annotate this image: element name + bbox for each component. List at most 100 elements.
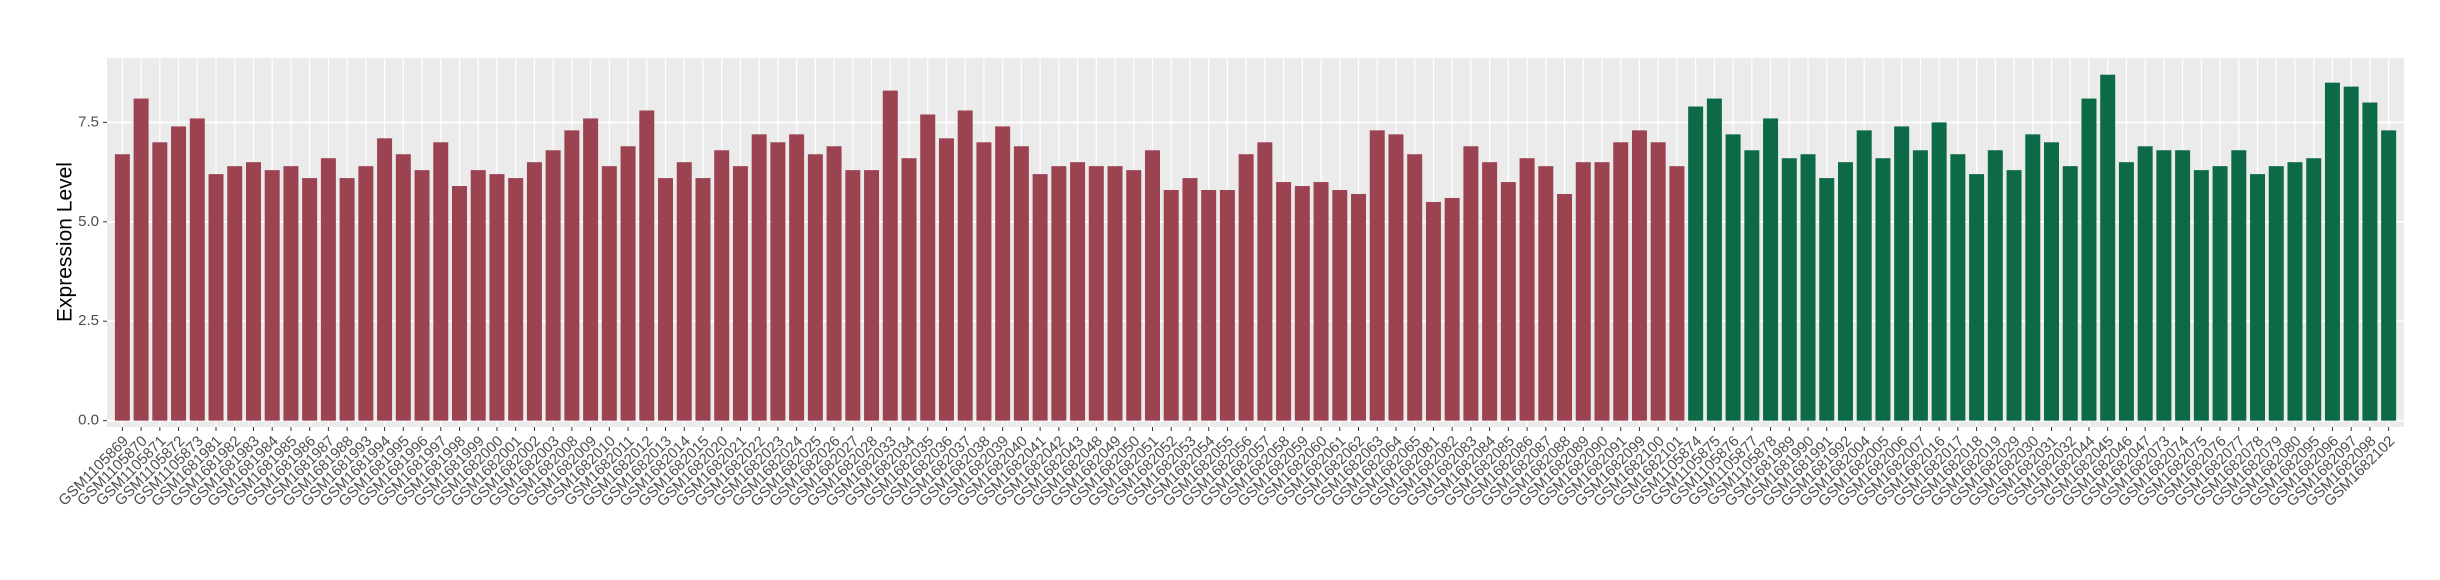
bar: [1369, 130, 1385, 421]
bar: [2250, 174, 2266, 421]
bar: [1744, 150, 1760, 421]
bar: [1144, 150, 1160, 421]
bar: [732, 166, 748, 421]
y-tick-label: 5.0: [78, 213, 99, 230]
bar: [452, 186, 467, 421]
bar: [1688, 106, 1704, 421]
bar: [976, 142, 992, 421]
bar: [1969, 174, 1985, 421]
bar: [152, 142, 168, 421]
bar: [2175, 150, 2191, 421]
bar: [1238, 154, 1254, 421]
bar: [1987, 150, 2003, 421]
bar: [1388, 134, 1404, 421]
bar: [601, 166, 617, 421]
bar: [1519, 158, 1535, 421]
bar: [2193, 170, 2209, 421]
bar: [2062, 166, 2078, 421]
bar: [545, 150, 561, 421]
bar: [1557, 193, 1573, 421]
bar: [2287, 162, 2303, 421]
bar: [676, 162, 692, 421]
bar: [245, 162, 261, 421]
bar: [227, 166, 243, 421]
bar: [1182, 178, 1198, 421]
bar: [1725, 134, 1741, 421]
bar: [2381, 130, 2397, 421]
bar: [751, 134, 767, 421]
bar: [1706, 98, 1722, 421]
y-tick-label: 2.5: [78, 312, 99, 329]
bar: [189, 118, 205, 421]
bar: [1856, 130, 1872, 421]
bar: [508, 178, 524, 421]
bar: [2362, 102, 2378, 421]
bar: [695, 178, 711, 421]
bar: [1613, 142, 1629, 421]
bar: [433, 142, 449, 421]
bar: [2044, 142, 2059, 421]
bar: [1163, 190, 1179, 421]
bar: [1407, 154, 1423, 421]
bar: [1201, 190, 1217, 421]
bar: [2156, 150, 2172, 421]
bar: [1463, 146, 1479, 421]
bar: [1912, 150, 1928, 421]
bar: [264, 170, 280, 421]
bar: [2025, 134, 2041, 421]
bar: [470, 170, 486, 421]
bar: [789, 134, 805, 421]
bar: [882, 90, 898, 421]
bar: [1088, 166, 1104, 421]
bar: [1594, 162, 1610, 421]
bar: [1070, 162, 1086, 421]
bar: [283, 166, 299, 421]
bar: [208, 174, 224, 421]
bar: [2306, 158, 2322, 421]
bar: [1781, 158, 1797, 421]
bar: [2343, 86, 2359, 421]
bar: [1819, 178, 1835, 421]
bar: [1650, 142, 1666, 421]
bar: [1257, 142, 1273, 421]
bar: [2212, 166, 2228, 421]
bar: [2081, 98, 2097, 421]
bar: [1669, 166, 1685, 421]
bar: [1219, 190, 1235, 421]
bar: [1013, 146, 1029, 421]
bar: [1931, 122, 1947, 421]
bar: [1126, 170, 1142, 421]
bar: [1875, 158, 1891, 421]
bar: [957, 110, 973, 421]
bar: [414, 170, 430, 421]
bar: [826, 146, 842, 421]
bar: [1351, 193, 1367, 421]
bar: [995, 126, 1011, 421]
bar: [901, 158, 917, 421]
bar: [171, 126, 187, 421]
bar: [1631, 130, 1647, 421]
bar: [320, 158, 336, 421]
bar: [1575, 162, 1591, 421]
bar: [2137, 146, 2153, 421]
bar: [1800, 154, 1816, 421]
bar: [1500, 182, 1516, 421]
bar: [1538, 166, 1554, 421]
bar: [133, 98, 149, 421]
y-tick-label: 7.5: [78, 113, 99, 130]
bar: [620, 146, 636, 421]
bar: [583, 118, 599, 421]
bar: [564, 130, 580, 421]
bar: [1313, 182, 1329, 421]
bar: [920, 114, 936, 421]
bar: [1763, 118, 1779, 421]
bar: [339, 178, 355, 421]
bar: [395, 154, 411, 421]
bar: [864, 170, 880, 421]
bar: [938, 138, 954, 421]
bar: [1107, 166, 1123, 421]
bar: [770, 142, 786, 421]
bar: [714, 150, 730, 421]
